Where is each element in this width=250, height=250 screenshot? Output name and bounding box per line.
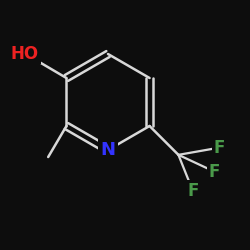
Text: F: F <box>214 139 225 157</box>
Text: N: N <box>100 141 116 159</box>
Text: HO: HO <box>11 45 39 63</box>
Text: F: F <box>187 182 198 200</box>
Text: F: F <box>209 163 220 181</box>
